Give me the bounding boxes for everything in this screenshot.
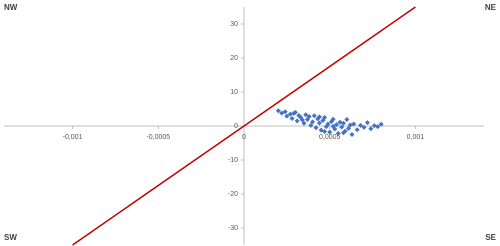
scatter-point bbox=[299, 117, 305, 123]
scatter-point bbox=[301, 120, 307, 126]
scatter-point bbox=[346, 125, 352, 131]
scatter-point bbox=[284, 113, 290, 119]
scatter-point bbox=[308, 122, 314, 128]
scatter-point bbox=[361, 124, 367, 130]
x-tick-label: -0,001 bbox=[63, 134, 83, 141]
scatter-point bbox=[340, 120, 346, 126]
scatter-point bbox=[354, 127, 360, 133]
scatter-point bbox=[316, 120, 322, 126]
scatter-point bbox=[310, 119, 316, 125]
scatter-point bbox=[334, 122, 340, 128]
scatter-point bbox=[364, 120, 370, 126]
scatter-point bbox=[351, 121, 357, 127]
scatter-point bbox=[282, 109, 288, 115]
scatter-point bbox=[340, 130, 346, 136]
scatter-point bbox=[349, 132, 355, 137]
x-tick-label: 0,001 bbox=[407, 134, 425, 141]
scatter-point bbox=[316, 114, 322, 120]
scatter-point bbox=[306, 113, 312, 119]
x-tick-label: 0,0005 bbox=[319, 134, 341, 141]
scatter-point bbox=[368, 126, 374, 132]
line bbox=[72, 6, 416, 246]
scatter-point bbox=[327, 129, 333, 135]
scatter-point bbox=[339, 124, 345, 130]
y-tick-label: 30 bbox=[230, 21, 238, 28]
scatter-point bbox=[311, 113, 317, 119]
scatter-point bbox=[313, 125, 319, 131]
y-tick-label: -20 bbox=[228, 191, 238, 198]
scatter-point bbox=[378, 121, 384, 127]
scatter-point bbox=[344, 117, 350, 123]
scatter-point bbox=[325, 121, 331, 127]
scatter-point bbox=[330, 123, 336, 129]
y-tick-label: 20 bbox=[230, 55, 238, 62]
y-tick-label: -30 bbox=[228, 225, 238, 232]
corner-label: NW bbox=[4, 3, 18, 12]
scatter-point bbox=[358, 122, 364, 128]
scatter-point bbox=[335, 130, 341, 136]
scatter-point bbox=[375, 124, 381, 130]
corner-label: SW bbox=[4, 233, 17, 242]
y-tick-label: 10 bbox=[230, 89, 238, 96]
scatter-point bbox=[303, 112, 309, 118]
scatter-point bbox=[294, 118, 300, 124]
scatter-point bbox=[291, 110, 297, 116]
y-tick-label: -10 bbox=[228, 157, 238, 164]
corner-label: SE bbox=[485, 233, 496, 242]
x-tick-label: -0,0005 bbox=[146, 134, 170, 141]
x-tick-label: 0 bbox=[242, 134, 246, 141]
corner-label: NE bbox=[485, 3, 497, 12]
scatter-point bbox=[330, 116, 336, 122]
scatter-point bbox=[289, 116, 295, 122]
scatter-point bbox=[322, 128, 328, 134]
scatter-point bbox=[322, 115, 328, 120]
scatter-point bbox=[287, 111, 293, 117]
y-tick-label: 0 bbox=[234, 123, 238, 130]
scatter-point bbox=[275, 108, 281, 114]
